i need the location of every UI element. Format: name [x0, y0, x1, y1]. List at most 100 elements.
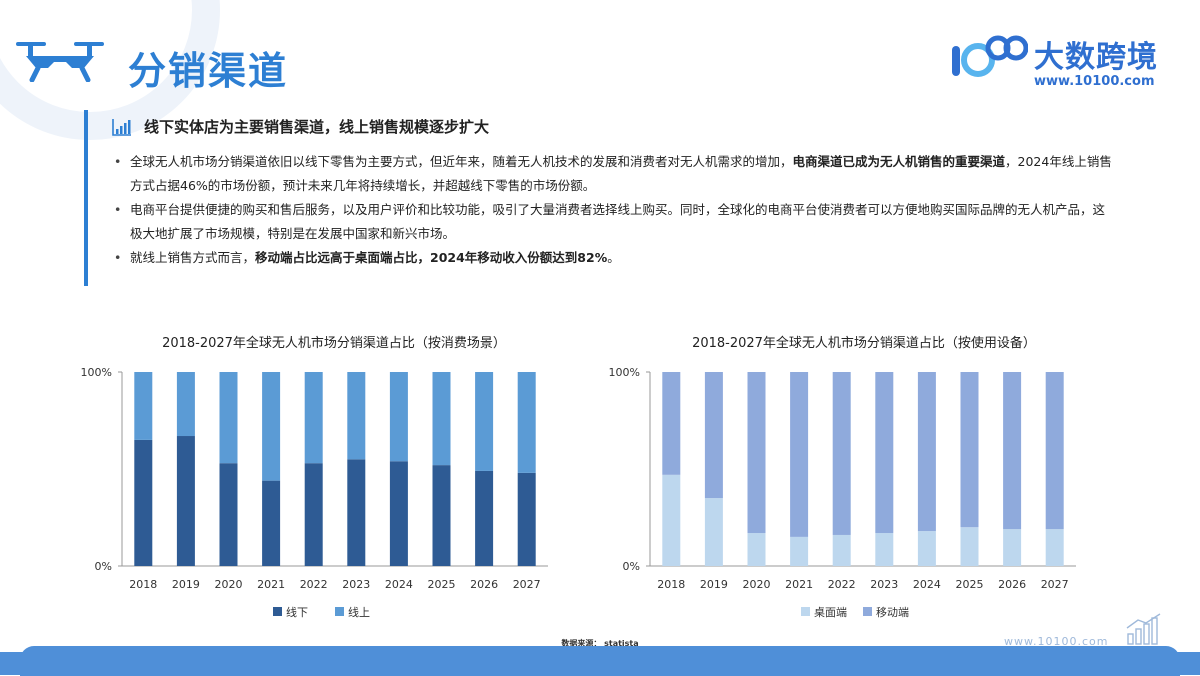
- bar-segment-线下: [389, 461, 408, 566]
- bar-segment-线下: [517, 472, 536, 566]
- bar-segment-线上: [347, 372, 366, 460]
- bar-segment-移动端: [1003, 372, 1022, 530]
- bar-segment-桌面端: [917, 531, 936, 566]
- x-tick-label: 2020: [743, 578, 771, 591]
- section-header: 线下实体店为主要销售渠道，线上销售规模逐步扩大: [112, 116, 489, 137]
- bar-segment-线下: [134, 439, 153, 566]
- brand-logo: 大数跨境 www.10100.com: [948, 30, 1168, 96]
- bar-segment-移动端: [1045, 372, 1064, 530]
- y-tick-label: 100%: [81, 366, 112, 379]
- bar-segment-桌面端: [747, 533, 766, 566]
- legend-label: 移动端: [876, 606, 909, 619]
- bar-segment-桌面端: [832, 534, 851, 566]
- y-tick-label: 0%: [623, 560, 640, 573]
- bar-segment-线下: [304, 463, 323, 566]
- x-tick-label: 2019: [172, 578, 200, 591]
- bar-segment-线上: [219, 372, 238, 464]
- x-tick-label: 2025: [956, 578, 984, 591]
- legend-swatch: [801, 607, 810, 616]
- bar-segment-线下: [432, 465, 451, 566]
- section-title: 线下实体店为主要销售渠道，线上销售规模逐步扩大: [144, 118, 490, 136]
- bar-segment-线上: [432, 372, 451, 466]
- bar-segment-移动端: [790, 372, 809, 537]
- x-tick-label: 2024: [385, 578, 413, 591]
- bar-segment-线下: [475, 470, 494, 566]
- bullet-text: 全球无人机市场分销渠道依旧以线下零售为主要方式，但近年来，随着无人机技术的发展和…: [130, 154, 793, 169]
- legend-label: 线上: [348, 605, 370, 619]
- bar-segment-移动端: [747, 372, 766, 534]
- footer-url: www.10100.com: [1004, 635, 1109, 648]
- bar-segment-移动端: [662, 372, 681, 475]
- x-tick-label: 2018: [129, 578, 157, 591]
- bar-segment-桌面端: [960, 527, 979, 566]
- x-tick-label: 2025: [428, 578, 456, 591]
- legend-swatch: [863, 607, 872, 616]
- bullet-highlight: 电商渠道已成为无人机销售的重要渠道: [792, 154, 1006, 169]
- x-tick-label: 2019: [700, 578, 728, 591]
- x-tick-label: 2021: [257, 578, 285, 591]
- bar-segment-线上: [134, 372, 153, 440]
- logo-url: www.10100.com: [1034, 74, 1155, 89]
- page-title: 分销渠道: [128, 49, 289, 93]
- chart-title-device: 2018-2027年全球无人机市场分销渠道占比（按使用设备）: [692, 336, 1036, 351]
- x-tick-label: 2026: [470, 578, 498, 591]
- growth-chart-icon: [1126, 613, 1161, 645]
- x-tick-label: 2022: [300, 578, 328, 591]
- bullet-highlight: 移动端占比远高于桌面端占比，2024年移动收入份额达到82%: [255, 250, 608, 265]
- x-tick-label: 2023: [342, 578, 370, 591]
- bar-segment-线下: [219, 463, 238, 566]
- chart-device: 0% 100% 2018 2019 2020 2021 2022 2023 2024 2025 20…: [609, 366, 1076, 619]
- bullet-item: 电商平台提供便捷的购买和售后服务，以及用户评价和比较功能，吸引了大量消费者选择线…: [112, 198, 1112, 246]
- source-note: 数据来源： statista: [561, 639, 639, 648]
- bullet-text: 。: [607, 250, 620, 265]
- x-tick-label: 2021: [785, 578, 813, 591]
- x-tick-label: 2022: [828, 578, 856, 591]
- bar-segment-桌面端: [1003, 529, 1022, 566]
- bar-segment-移动端: [960, 372, 979, 528]
- chart-title-scenario: 2018-2027年全球无人机市场分销渠道占比（按消费场景）: [162, 336, 506, 351]
- y-tick-label: 100%: [609, 366, 640, 379]
- logo-text: 大数跨境: [1034, 40, 1158, 75]
- x-tick-label: 2027: [513, 578, 541, 591]
- bar-segment-移动端: [875, 372, 894, 534]
- bullet-item: 就线上销售方式而言，移动端占比远高于桌面端占比，2024年移动收入份额达到82%…: [112, 246, 1112, 270]
- bar-segment-桌面端: [790, 536, 809, 566]
- x-tick-label: 2023: [870, 578, 898, 591]
- content-accent-bar: [84, 110, 88, 286]
- bar-segment-桌面端: [875, 533, 894, 566]
- bullet-list: 全球无人机市场分销渠道依旧以线下零售为主要方式，但近年来，随着无人机技术的发展和…: [112, 150, 1112, 270]
- legend-label: 线下: [286, 605, 308, 619]
- bar-segment-线上: [517, 372, 536, 473]
- bar-segment-桌面端: [662, 474, 681, 566]
- bar-chart-icon: [112, 118, 131, 136]
- x-tick-label: 2027: [1041, 578, 1069, 591]
- bar-segment-移动端: [832, 372, 851, 535]
- x-tick-label: 2026: [998, 578, 1026, 591]
- logo-mark-icon: [952, 35, 1028, 77]
- legend-label: 桌面端: [814, 606, 847, 619]
- chart-scenario: 0% 100% 2018 2019 2020 2021 2022 2023 2024 2025 20…: [81, 366, 548, 619]
- bar-segment-桌面端: [1045, 529, 1064, 566]
- bar-segment-移动端: [704, 372, 723, 499]
- bar-segment-线下: [262, 480, 281, 566]
- bar-segment-线上: [176, 372, 195, 437]
- x-tick-label: 2024: [913, 578, 941, 591]
- legend-swatch: [273, 607, 282, 616]
- legend-swatch: [335, 607, 344, 616]
- bar-segment-线上: [389, 372, 408, 462]
- bar-segment-线上: [262, 372, 281, 481]
- bar-segment-线下: [176, 436, 195, 566]
- y-tick-label: 0%: [95, 560, 112, 573]
- x-tick-label: 2020: [215, 578, 243, 591]
- bar-segment-线下: [347, 459, 366, 566]
- x-tick-label: 2018: [657, 578, 685, 591]
- bottom-band: [0, 646, 1200, 676]
- bar-segment-线上: [475, 372, 494, 471]
- bar-segment-桌面端: [704, 498, 723, 566]
- drone-icon: [16, 42, 104, 82]
- bullet-text: 就线上销售方式而言，: [130, 250, 256, 265]
- bar-segment-移动端: [917, 372, 936, 532]
- bar-segment-线上: [304, 372, 323, 464]
- bullet-item: 全球无人机市场分销渠道依旧以线下零售为主要方式，但近年来，随着无人机技术的发展和…: [112, 150, 1112, 198]
- bullet-text: ，2024年线上销售方式占据46%的市场份额，预计未来几年将持续增长，并超越线下…: [130, 154, 1112, 193]
